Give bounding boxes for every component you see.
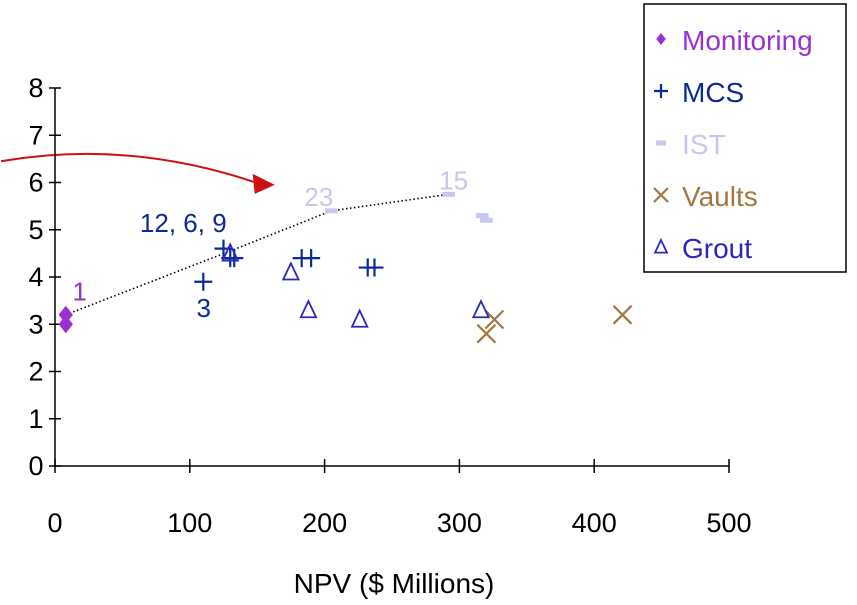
- arrow-head: [252, 173, 275, 194]
- y-tick-label: 3: [28, 309, 43, 339]
- legend-item-grout: Grout: [653, 233, 752, 264]
- series-grout: [221, 242, 491, 328]
- point-label: 3: [197, 293, 211, 323]
- x-ticks: 0 100 200 300 400 500: [47, 459, 752, 538]
- y-tick-label: 5: [28, 215, 43, 245]
- data-point-mcs: [214, 239, 233, 258]
- legend-label: Grout: [682, 233, 752, 264]
- data-point-ist: [476, 213, 489, 219]
- series-monitoring: [58, 305, 73, 334]
- data-point-ist: [442, 191, 455, 197]
- point-label: 12, 6, 9: [140, 208, 227, 238]
- x-tick-label: 400: [572, 508, 617, 538]
- point-label: 15: [439, 166, 468, 196]
- data-point-monitoring: [58, 315, 73, 334]
- legend-item-vaults: Vaults: [653, 181, 758, 212]
- legend-marker-grout: [653, 237, 669, 254]
- legend-item-ist: IST: [656, 129, 726, 160]
- y-ticks: 0 1 2 3 4 5 6 7 8: [28, 73, 61, 481]
- x-axis-title: NPV ($ Millions): [294, 568, 495, 599]
- data-point-mcs: [302, 249, 321, 268]
- legend-label: MCS: [682, 77, 744, 108]
- point-label: 1: [73, 277, 87, 307]
- legend-marker-vaults: [653, 187, 669, 203]
- data-point-ist: [325, 208, 338, 214]
- data-point-vaults: [484, 309, 505, 330]
- legend-item-mcs: MCS: [654, 77, 744, 108]
- x-tick-label: 200: [302, 508, 347, 538]
- data-point-grout: [471, 298, 491, 319]
- y-tick-label: 2: [28, 357, 43, 387]
- x-tick-label: 300: [437, 508, 482, 538]
- data-point-grout: [299, 298, 318, 319]
- y-tick-label: 1: [28, 404, 43, 434]
- points-layer: [58, 191, 633, 344]
- arrow-layer: [0, 152, 275, 194]
- y-tick-label: 4: [28, 262, 43, 292]
- data-point-mcs: [194, 272, 213, 291]
- series-mcs: [194, 239, 384, 291]
- x-tick-label: 500: [706, 508, 751, 538]
- data-point-grout: [350, 308, 369, 328]
- y-tick-label: 8: [28, 73, 43, 103]
- data-point-grout: [221, 242, 240, 262]
- y-tick-label: 0: [28, 451, 43, 481]
- legend-label: Vaults: [682, 181, 758, 212]
- series-vaults: [476, 305, 633, 344]
- arrow-curve: [0, 152, 258, 184]
- legend-marker-ist: [656, 140, 666, 146]
- annotations: 1 12, 6, 9 3 23 15: [73, 166, 469, 324]
- x-tick-label: 0: [47, 508, 62, 538]
- legend-label: IST: [682, 129, 726, 160]
- data-point-ist: [480, 217, 493, 223]
- data-point-vaults: [476, 323, 497, 344]
- legend-item-monitoring: Monitoring: [656, 25, 813, 56]
- legend-label: Monitoring: [682, 25, 813, 56]
- frontier-line: [65, 193, 449, 316]
- legend-marker-monitoring: [656, 33, 666, 45]
- legend: Monitoring MCS IST Vaults Grout: [643, 3, 847, 273]
- data-point-monitoring: [58, 305, 73, 324]
- data-point-vaults: [612, 305, 633, 325]
- legend-marker-mcs: [654, 84, 668, 98]
- y-tick-label: 7: [28, 120, 43, 150]
- frontier-line-layer: [65, 193, 449, 316]
- point-label: 23: [304, 182, 333, 212]
- y-tick-label: 6: [28, 168, 43, 198]
- x-tick-label: 100: [167, 508, 212, 538]
- series-ist: [325, 191, 493, 223]
- data-point-mcs: [365, 258, 384, 277]
- data-point-grout: [281, 261, 300, 281]
- legend-box: [643, 3, 847, 273]
